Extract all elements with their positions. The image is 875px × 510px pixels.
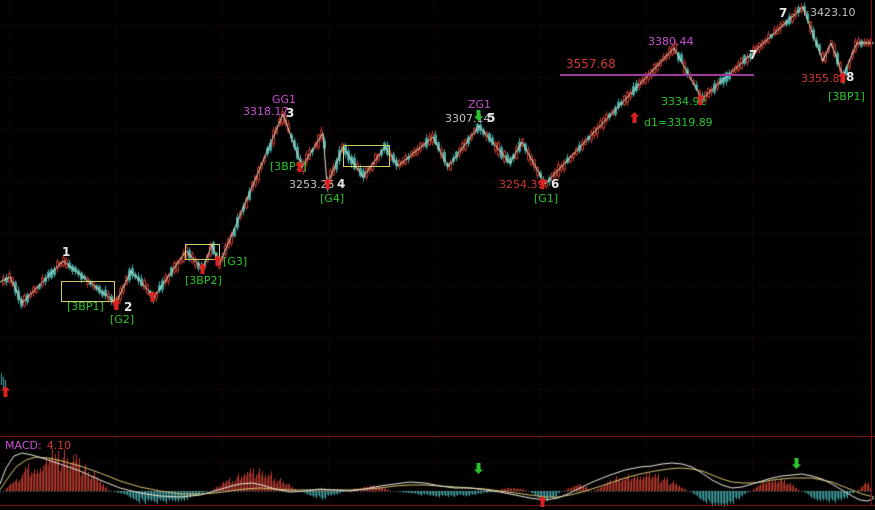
macd-panel-border-top [0, 436, 875, 437]
macd-panel-border-bottom [0, 505, 875, 506]
macd-indicator-label: MACD: 4.10 [5, 440, 71, 451]
macd-label-text: MACD: [5, 439, 42, 452]
resistance-line-3557 [560, 74, 754, 76]
macd-value: 4.10 [46, 439, 72, 452]
chart-right-border [871, 0, 872, 506]
